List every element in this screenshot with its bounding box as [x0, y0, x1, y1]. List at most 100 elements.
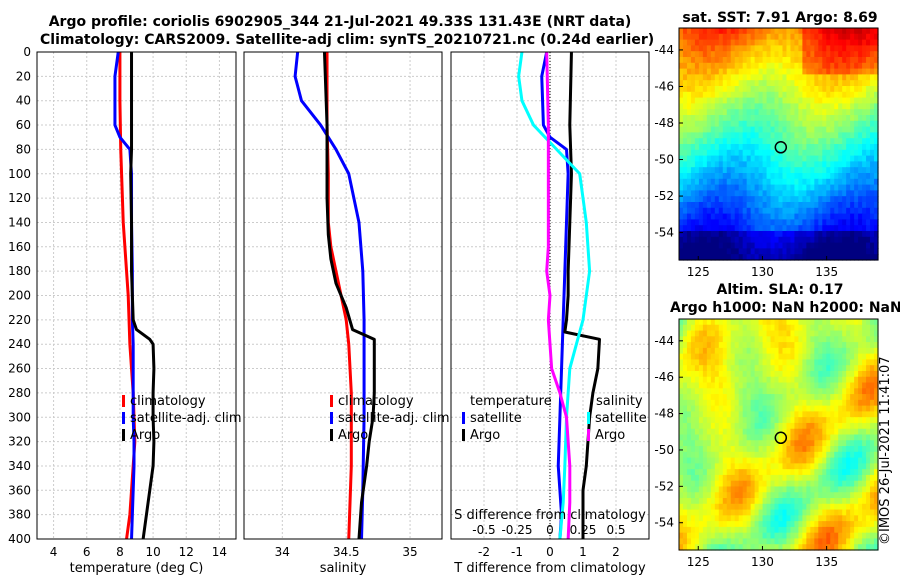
- map-cell: [682, 132, 688, 139]
- map-cell: [738, 213, 744, 220]
- map-cell: [794, 526, 799, 534]
- map-cell: [862, 161, 867, 168]
- map-cell: [858, 248, 863, 255]
- map-cell: [722, 33, 728, 41]
- map-cell: [770, 74, 776, 81]
- map-cell: [870, 457, 875, 464]
- map-cell: [874, 388, 879, 395]
- map-cell: [850, 411, 855, 418]
- legend-swatch: [122, 412, 125, 424]
- map-cell: [686, 399, 692, 407]
- map-cell: [874, 376, 879, 384]
- map-cell: [758, 365, 764, 372]
- map-cell: [730, 242, 736, 249]
- map-cell: [702, 45, 708, 52]
- map-cell: [818, 231, 823, 238]
- map-cell: [862, 382, 867, 389]
- map-cell: [770, 469, 776, 476]
- map-cell: [722, 254, 728, 261]
- map-cell: [762, 91, 768, 99]
- map-cell: [802, 526, 807, 534]
- map-cell: [698, 144, 704, 151]
- map-cell: [742, 184, 748, 191]
- map-cell: [786, 115, 792, 122]
- map-cell: [822, 463, 827, 470]
- map-cell: [766, 474, 772, 482]
- map-cell: [834, 144, 839, 151]
- map-cell: [858, 353, 863, 361]
- map-cell: [778, 405, 784, 413]
- map-cell: [870, 120, 875, 128]
- map-cell: [710, 86, 716, 93]
- map-cell: [774, 144, 780, 151]
- map-cell: [850, 434, 855, 441]
- map-cell: [826, 80, 831, 87]
- map-cell: [738, 492, 744, 499]
- map-cell: [726, 68, 732, 75]
- map-cell: [874, 451, 879, 459]
- map-cell: [778, 202, 784, 209]
- map-cell: [806, 376, 811, 384]
- map-cell: [790, 80, 796, 87]
- map-cell: [874, 353, 879, 361]
- map-cell: [822, 39, 827, 46]
- map-cell: [806, 109, 811, 116]
- map-cell: [698, 173, 704, 180]
- map-cell: [679, 213, 684, 220]
- map-cell: [730, 382, 736, 389]
- map-cell: [730, 138, 736, 145]
- map-cell: [742, 62, 748, 70]
- map-cell: [690, 80, 696, 87]
- map-cell: [754, 213, 760, 220]
- map-cell: [762, 521, 768, 528]
- map-cell: [870, 155, 875, 162]
- map-cell: [758, 207, 764, 215]
- map-cell: [822, 446, 827, 453]
- map-cell: [702, 103, 708, 110]
- map-cell: [710, 103, 716, 110]
- map-cell: [790, 28, 796, 35]
- map-cell: [874, 422, 879, 430]
- map-cell: [746, 544, 752, 551]
- map-cell: [858, 399, 863, 407]
- map-cell: [758, 248, 764, 255]
- map-cell: [714, 57, 720, 64]
- map-cell: [686, 86, 692, 93]
- map-cell: [738, 120, 744, 128]
- map-cell: [862, 155, 867, 162]
- map-cell: [850, 120, 855, 128]
- map-cell: [766, 498, 772, 505]
- map-cell: [862, 324, 867, 332]
- map-cell: [734, 74, 740, 81]
- map-cell: [826, 336, 831, 343]
- map-cell: [738, 486, 744, 493]
- map-cell: [718, 248, 724, 255]
- map-cell: [682, 498, 688, 505]
- map-cell: [682, 451, 688, 459]
- map-cell: [866, 248, 871, 255]
- map-cell: [794, 167, 799, 174]
- map-cell: [750, 103, 756, 110]
- map-cell: [846, 347, 851, 355]
- map-cell: [874, 434, 879, 441]
- map-cell: [782, 155, 788, 162]
- map-cell: [842, 376, 847, 384]
- map-cell: [850, 526, 855, 534]
- map-cell: [806, 62, 811, 70]
- map-cell: [830, 428, 835, 436]
- map-cell: [822, 330, 827, 337]
- map-cell: [754, 434, 760, 441]
- map-cell: [822, 149, 827, 157]
- map-cell: [858, 319, 863, 326]
- map-cell: [750, 173, 756, 180]
- map-cell: [778, 231, 784, 238]
- map-cell: [830, 161, 835, 168]
- map-cell: [702, 91, 708, 99]
- map-cell: [834, 219, 839, 226]
- map-cell: [826, 219, 831, 226]
- map-cell: [850, 428, 855, 436]
- map-cell: [810, 544, 815, 551]
- map-cell: [814, 207, 819, 215]
- map-cell: [770, 399, 776, 407]
- map-cell: [786, 544, 792, 551]
